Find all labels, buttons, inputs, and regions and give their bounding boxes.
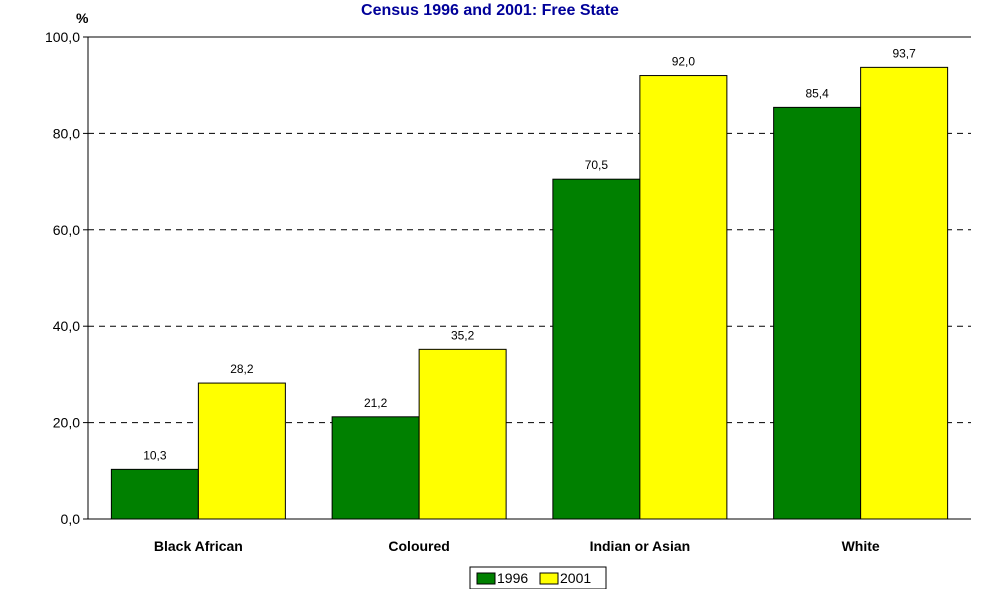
bars [110,66,949,520]
legend-swatch [539,572,559,585]
labels: 0,0 20,0 40,0 60,0 80,0 100,0 10,3 28,2 Black Af… [45,29,916,554]
legend-entry: 2001 [560,570,591,586]
bar-1996-0 [110,468,199,520]
y-tick-label: 60,0 [53,222,80,238]
chart-title: Census 1996 and 2001: Free State [361,2,619,19]
legend: 1996 2001 [469,566,607,589]
x-tick-label: Indian or Asian [590,538,691,554]
bar-1996-3 [773,106,862,520]
y-axis-label: % [76,10,89,26]
y-tick-label: 80,0 [53,125,80,141]
bar-1996-2 [552,178,641,520]
axes [83,36,971,520]
bar-2001-0 [197,382,286,520]
legend-entry: 1996 [497,570,528,586]
y-tick-label: 40,0 [53,318,80,334]
data-label: 93,7 [892,46,916,60]
bar-2001-1 [418,348,507,520]
data-label: 70,5 [585,158,609,172]
y-tick-label: 0,0 [61,511,81,527]
bar-2001-2 [639,75,728,520]
legend-swatch [476,572,496,585]
y-tick-label: 100,0 [45,29,80,45]
x-tick-label: Black African [154,538,243,554]
legend-box [469,566,607,589]
x-tick-label: Coloured [388,538,449,554]
data-label: 92,0 [672,55,696,69]
data-label: 28,2 [230,362,254,376]
bar-1996-1 [331,416,420,520]
data-label: 85,4 [805,86,829,100]
data-label: 35,2 [451,328,475,342]
data-label: 10,3 [143,448,167,462]
bar-2001-3 [860,66,949,520]
data-label: 21,2 [364,396,388,410]
x-tick-label: White [842,538,880,554]
y-tick-label: 20,0 [53,415,80,431]
